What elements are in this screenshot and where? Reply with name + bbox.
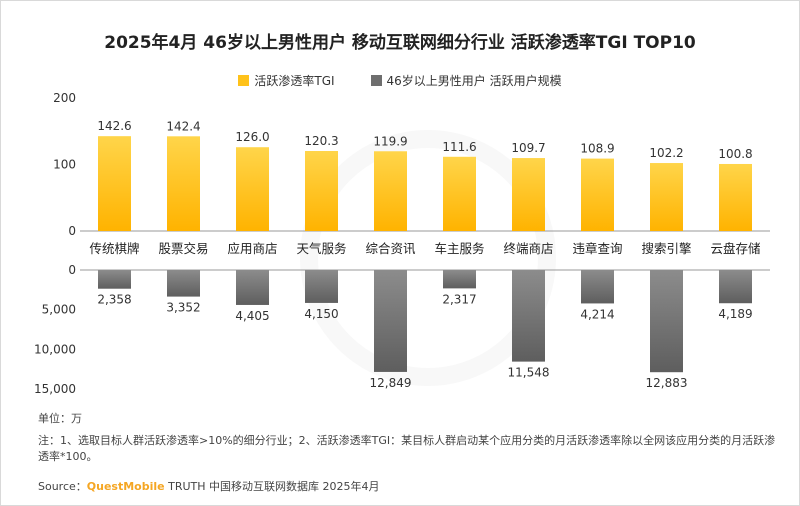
category-label: 车主服务 [434, 241, 484, 256]
legend-swatch-tgi [238, 75, 250, 86]
tgi-bar [581, 158, 614, 231]
category-label: 传统棋牌 [89, 241, 139, 256]
users-bar [305, 270, 338, 303]
y-tick-label-bottom: 15,000 [34, 382, 76, 396]
legend-swatch-users [370, 75, 382, 86]
category-label: 云盘存储 [710, 241, 760, 256]
legend-label-tgi: 活跃渗透率TGI [254, 74, 335, 88]
unit-note: 单位：万 [38, 412, 82, 425]
users-data-label: 12,883 [646, 376, 688, 390]
users-bar [443, 270, 476, 289]
users-bar [719, 270, 752, 304]
users-bar [236, 270, 269, 305]
tgi-bar [98, 136, 131, 231]
y-tick-label: 200 [53, 91, 76, 105]
users-data-label: 4,150 [304, 307, 338, 321]
users-data-label: 12,849 [370, 376, 412, 390]
category-label: 应用商店 [227, 241, 277, 256]
tgi-data-label: 120.3 [304, 134, 338, 148]
tgi-bar [305, 151, 338, 231]
tgi-data-label: 109.7 [511, 141, 545, 155]
source-brand: QuestMobile [86, 480, 165, 493]
users-data-label: 3,352 [166, 301, 200, 315]
source-prefix: Source： [38, 480, 87, 493]
chart-title: 2025年4月 46岁以上男性用户 移动互联网细分行业 活跃渗透率TGI TOP… [104, 33, 696, 53]
tgi-data-label: 111.6 [442, 140, 476, 154]
tgi-chart: 0 100 200 142.6 142.4 126.0 120.3 119.9 111.6 109… [53, 91, 770, 256]
y-tick-label: 0 [68, 224, 76, 238]
users-data-label: 2,317 [442, 292, 476, 306]
users-bar [650, 270, 683, 373]
category-label: 股票交易 [158, 241, 208, 256]
users-bar [512, 270, 545, 362]
y-tick-label-bottom: 0 [68, 263, 76, 277]
users-bar [98, 270, 131, 289]
users-bar [581, 270, 614, 304]
tgi-data-label: 126.0 [235, 130, 269, 144]
tgi-data-label: 142.6 [97, 119, 131, 133]
legend-item-users: 46岁以上男性用户 活跃用户规模 [370, 72, 562, 89]
tgi-data-label: 102.2 [649, 146, 683, 160]
legend-label-users: 46岁以上男性用户 活跃用户规模 [386, 74, 562, 88]
category-label: 天气服务 [296, 241, 346, 256]
legend: 活跃渗透率TGI 46岁以上男性用户 活跃用户规模 [0, 72, 800, 89]
users-bar [167, 270, 200, 297]
category-label: 搜索引擎 [641, 241, 691, 256]
tgi-bar [443, 156, 476, 231]
users-data-label: 4,405 [235, 309, 269, 323]
users-bar [374, 270, 407, 372]
tgi-data-label: 108.9 [580, 142, 614, 156]
users-data-label: 4,214 [580, 307, 614, 321]
category-label: 终端商店 [503, 241, 553, 256]
y-tick-label-bottom: 10,000 [34, 342, 76, 356]
tgi-data-label: 119.9 [373, 134, 407, 148]
tgi-bar [374, 151, 407, 231]
source-suffix: TRUTH 中国移动互联网数据库 2025年4月 [168, 480, 380, 493]
tgi-bar [650, 163, 683, 231]
y-tick-label-bottom: 5,000 [42, 303, 76, 317]
tgi-bar [512, 158, 545, 231]
tgi-bar [167, 136, 200, 231]
users-data-label: 2,358 [97, 293, 131, 307]
users-data-label: 11,548 [508, 366, 550, 380]
y-tick-label: 100 [53, 158, 76, 172]
users-data-label: 4,189 [718, 307, 752, 321]
tgi-data-label: 100.8 [718, 147, 752, 161]
tgi-bar [719, 163, 752, 231]
footnote: 注：1、选取目标人群活跃渗透率>10%的细分行业；2、活跃渗透率TGI：某目标人… [38, 434, 776, 463]
users-chart: 0 5,000 10,000 15,000 2,358 3,352 4,405 4,150 12… [34, 263, 770, 396]
source-line: Source：QuestMobile TRUTH 中国移动互联网数据库 2025… [38, 478, 380, 494]
category-label: 综合资讯 [365, 241, 416, 256]
legend-item-tgi: 活跃渗透率TGI [238, 72, 335, 89]
category-label: 违章查询 [572, 241, 622, 256]
tgi-data-label: 142.4 [166, 119, 200, 133]
tgi-bar [236, 147, 269, 231]
